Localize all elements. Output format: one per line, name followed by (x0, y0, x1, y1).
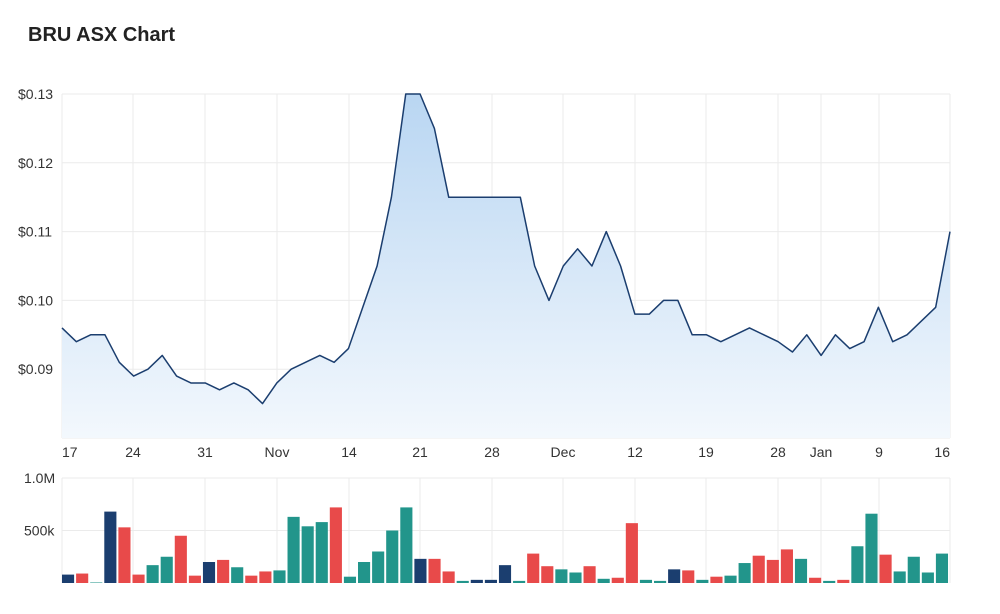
date-tick-label: 14 (341, 444, 357, 460)
volume-bar (400, 507, 413, 583)
volume-bar (710, 576, 723, 583)
volume-bar (358, 562, 371, 583)
price-y-tick-label: $0.11 (18, 224, 52, 240)
volume-bar (738, 563, 751, 583)
volume-bar (625, 523, 638, 583)
volume-bar (541, 566, 554, 583)
volume-bar (611, 577, 624, 583)
volume-bar (174, 535, 187, 583)
volume-bar (865, 513, 878, 583)
volume-bar (118, 527, 131, 583)
date-tick-label: Nov (265, 444, 290, 460)
volume-bar (386, 530, 399, 583)
volume-bar (921, 572, 934, 583)
volume-bar (879, 554, 892, 583)
volume-bar (513, 580, 526, 583)
volume-bar (907, 556, 920, 583)
date-tick-label: 28 (484, 444, 500, 460)
volume-bar (442, 571, 455, 583)
volume-bar (527, 553, 540, 583)
volume-bar (343, 576, 357, 583)
volume-bar (202, 562, 216, 583)
date-tick-label: 21 (412, 444, 428, 460)
volume-y-tick-label: 1.0M (24, 470, 55, 486)
volume-bar (231, 567, 244, 583)
volume-bar (76, 573, 89, 583)
date-tick-label: 17 (62, 444, 78, 460)
volume-bar (851, 546, 864, 583)
volume-bar (217, 559, 230, 583)
volume-bar (780, 549, 793, 583)
volume-bar (583, 566, 596, 583)
volume-bar (569, 572, 582, 583)
volume-bar (188, 575, 201, 583)
volume-bar (259, 571, 272, 583)
volume-bar (696, 579, 709, 583)
volume-bar (470, 579, 483, 583)
volume-bar (104, 511, 117, 583)
volume-bar (329, 507, 342, 583)
price-line (61, 93, 951, 405)
volume-bar (315, 522, 328, 583)
volume-bar (428, 558, 441, 583)
date-tick-label: Dec (551, 444, 576, 460)
volume-bar (724, 575, 737, 583)
date-x-axis: 17 24 31 Nov 14 21 28 Dec 12 19 28 Jan 9 16 (62, 444, 950, 460)
volume-bar (682, 570, 695, 583)
date-tick-label: 28 (770, 444, 786, 460)
volume-grid (62, 477, 950, 531)
price-y-axis: $0.13 $0.12 $0.11 $0.10 $0.09 (18, 86, 53, 377)
volume-bar (372, 551, 385, 583)
volume-bar (766, 559, 779, 583)
price-y-tick-label: $0.12 (18, 155, 53, 171)
volume-y-axis: 1.0M 500k (24, 470, 55, 539)
volume-y-tick-label: 500k (24, 523, 55, 539)
price-y-tick-label: $0.09 (18, 361, 53, 377)
date-tick-label: 19 (698, 444, 714, 460)
volume-bar (414, 558, 427, 583)
date-tick-label: 9 (875, 444, 883, 460)
volume-bar (597, 578, 610, 583)
volume-bar (160, 556, 173, 583)
date-tick-label: 12 (627, 444, 643, 460)
volume-bar (555, 569, 568, 583)
volume-bar (287, 516, 300, 583)
volume-bars (62, 507, 949, 583)
volume-bar (639, 579, 653, 583)
page-title: BRU ASX Chart (28, 24, 176, 46)
date-tick-label: 24 (125, 444, 141, 460)
volume-bar (809, 577, 822, 583)
volume-bar (668, 569, 681, 583)
volume-bar (301, 526, 314, 583)
date-tick-label: 31 (197, 444, 213, 460)
volume-bar (794, 558, 808, 583)
volume-bar (245, 575, 258, 583)
volume-bar (90, 582, 103, 583)
volume-bar (935, 553, 949, 583)
volume-bar (146, 565, 159, 583)
volume-bar (456, 580, 469, 583)
price-area-fill (62, 94, 950, 438)
volume-bar (893, 571, 906, 583)
volume-bar (752, 555, 765, 583)
volume-bar (273, 570, 286, 583)
volume-bar (484, 579, 497, 583)
price-area-layer (61, 93, 951, 438)
volume-bar (823, 580, 836, 583)
price-y-tick-label: $0.10 (18, 292, 53, 308)
volume-bar (837, 579, 850, 583)
volume-bar (498, 565, 512, 583)
volume-bar (132, 574, 145, 583)
price-y-tick-label: $0.13 (18, 86, 53, 102)
volume-bar (62, 574, 75, 583)
date-tick-label: Jan (810, 444, 833, 460)
volume-bar (654, 580, 667, 583)
date-tick-label: 16 (934, 444, 950, 460)
